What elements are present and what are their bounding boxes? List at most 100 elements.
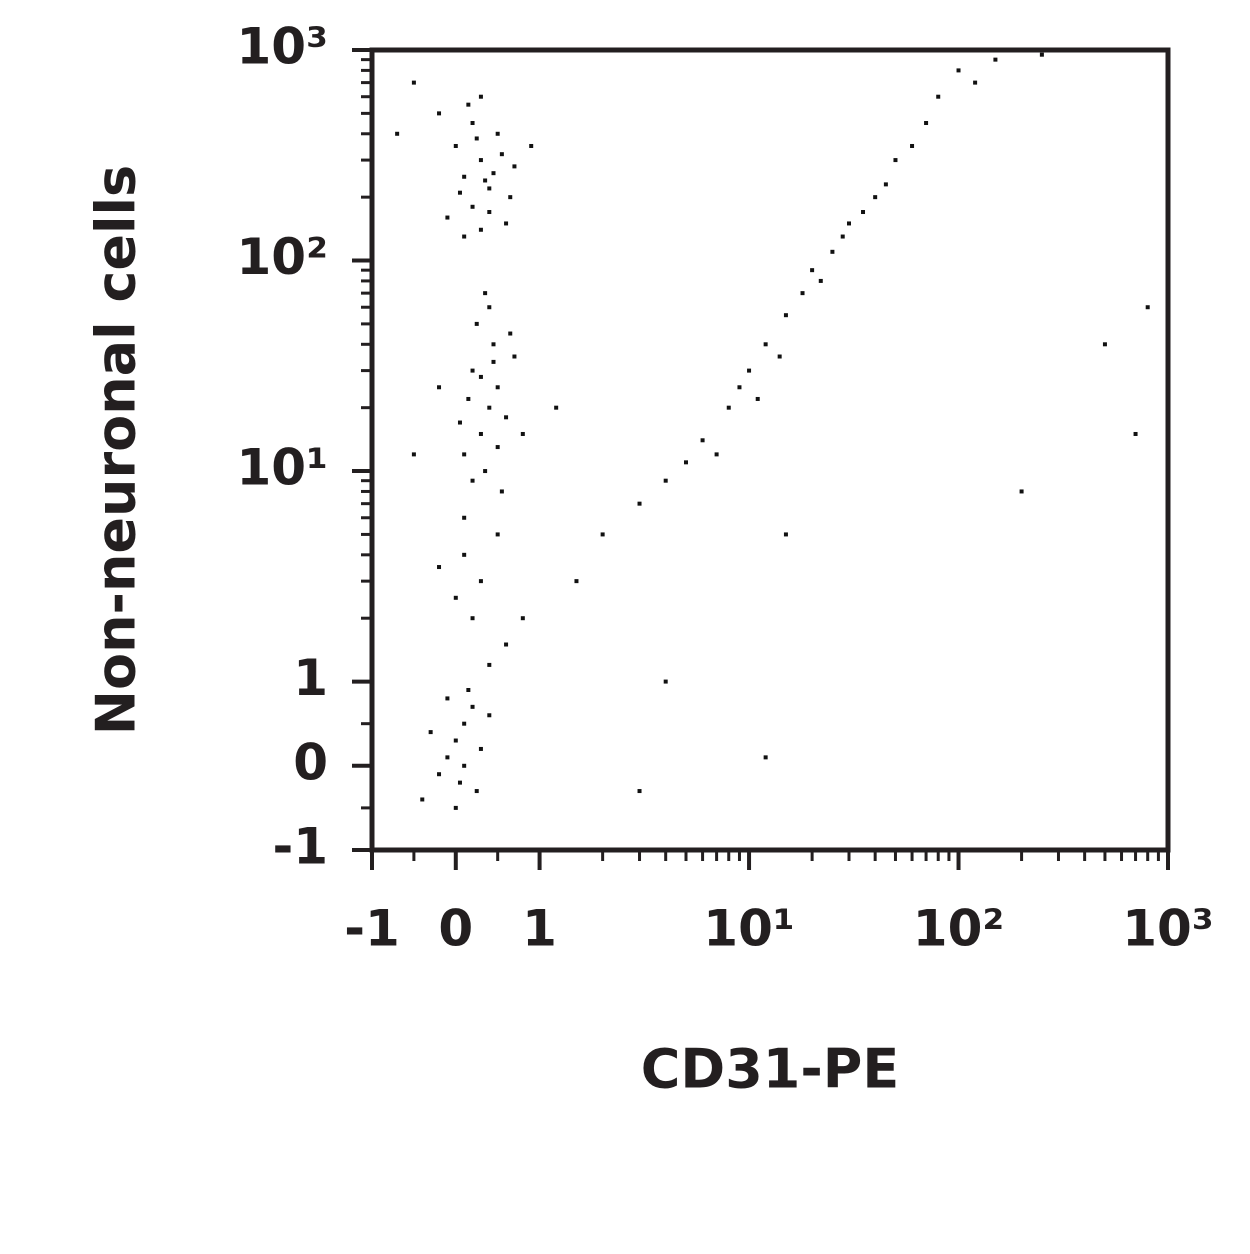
point xyxy=(478,158,483,163)
point xyxy=(861,210,866,215)
point xyxy=(457,190,462,195)
point xyxy=(1019,489,1024,494)
point xyxy=(437,385,442,390)
point xyxy=(474,321,479,326)
point xyxy=(470,121,475,126)
point xyxy=(554,405,559,410)
point xyxy=(993,57,998,62)
point xyxy=(487,713,492,718)
point xyxy=(470,616,475,621)
point xyxy=(846,221,851,226)
point xyxy=(474,136,479,141)
point xyxy=(508,331,513,336)
point xyxy=(893,158,898,163)
point xyxy=(411,452,416,457)
point xyxy=(462,515,467,520)
point xyxy=(783,313,788,318)
point xyxy=(437,111,442,116)
point xyxy=(495,385,500,390)
point xyxy=(495,445,500,450)
point xyxy=(924,121,929,126)
point xyxy=(637,789,642,794)
point xyxy=(495,532,500,537)
point xyxy=(462,552,467,557)
point xyxy=(466,102,471,107)
point xyxy=(504,642,509,647)
point xyxy=(470,368,475,373)
point xyxy=(529,143,534,148)
x-tick-label: 0 xyxy=(438,900,473,958)
point xyxy=(411,80,416,85)
point xyxy=(445,755,450,760)
point xyxy=(470,478,475,483)
plot-frame xyxy=(369,47,1171,853)
point xyxy=(1133,431,1138,436)
point xyxy=(483,178,488,183)
point xyxy=(478,579,483,584)
point xyxy=(726,405,731,410)
y-tick-label: -1 xyxy=(272,818,328,876)
x-tick-label: 10² xyxy=(913,900,1004,958)
point xyxy=(520,616,525,621)
point xyxy=(1102,342,1107,347)
point xyxy=(491,342,496,347)
point xyxy=(395,131,400,136)
point xyxy=(883,182,888,187)
point xyxy=(445,215,450,220)
point xyxy=(508,195,513,200)
point xyxy=(495,131,500,136)
point xyxy=(830,249,835,254)
point xyxy=(491,171,496,176)
point xyxy=(474,789,479,794)
point xyxy=(453,143,458,148)
point xyxy=(487,210,492,215)
point xyxy=(783,532,788,537)
point xyxy=(520,431,525,436)
point xyxy=(470,704,475,709)
point xyxy=(504,415,509,420)
point xyxy=(574,579,579,584)
point xyxy=(487,662,492,667)
point xyxy=(478,374,483,379)
point xyxy=(453,595,458,600)
point xyxy=(637,501,642,506)
point xyxy=(910,143,915,148)
point xyxy=(478,94,483,99)
point xyxy=(453,738,458,743)
point xyxy=(1145,305,1150,310)
point xyxy=(457,780,462,785)
point xyxy=(470,204,475,209)
point xyxy=(714,452,719,457)
point xyxy=(491,359,496,364)
point xyxy=(499,489,504,494)
point xyxy=(800,291,805,296)
point xyxy=(973,80,978,85)
point xyxy=(663,679,668,684)
point xyxy=(763,755,768,760)
point xyxy=(1039,52,1044,57)
point xyxy=(428,730,433,735)
point xyxy=(504,221,509,226)
point xyxy=(487,186,492,191)
point xyxy=(437,565,442,570)
point xyxy=(420,797,425,802)
point xyxy=(445,696,450,701)
point xyxy=(462,174,467,179)
point xyxy=(483,291,488,296)
point xyxy=(462,721,467,726)
point xyxy=(777,354,782,359)
point xyxy=(810,268,815,273)
point xyxy=(466,396,471,401)
point xyxy=(936,94,941,99)
point xyxy=(462,234,467,239)
point xyxy=(478,746,483,751)
y-tick-label: 10¹ xyxy=(237,439,328,497)
point xyxy=(462,763,467,768)
point xyxy=(457,420,462,425)
y-tick-label: 0 xyxy=(293,733,328,791)
point xyxy=(483,469,488,474)
y-tick-label: 10² xyxy=(237,228,328,286)
x-tick-label: 1 xyxy=(522,900,557,958)
point xyxy=(663,478,668,483)
